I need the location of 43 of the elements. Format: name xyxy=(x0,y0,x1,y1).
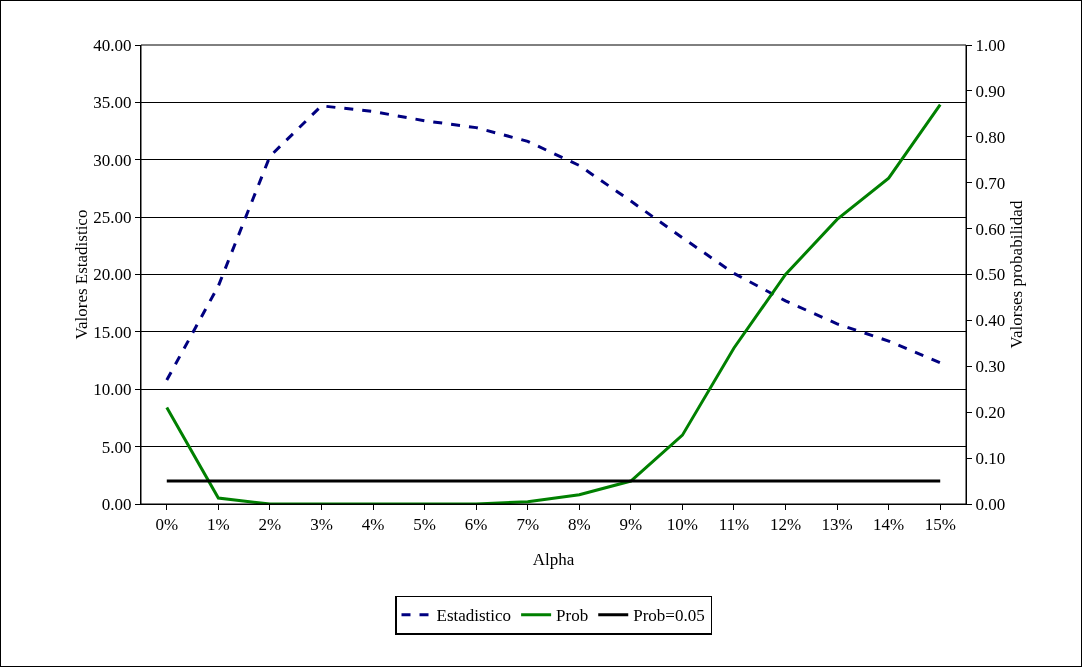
x-tick-label: 13% xyxy=(821,515,853,535)
legend-label: Estadistico xyxy=(436,606,512,626)
y2-tick-label: 0.20 xyxy=(975,403,1006,423)
y2-tick-label: 0.90 xyxy=(975,81,1006,101)
x-tick-label: 1% xyxy=(207,515,230,535)
y-tick-label: 25.00 xyxy=(93,208,132,228)
y-tick-label: 15.00 xyxy=(93,322,132,342)
x-tick-label: 6% xyxy=(464,515,488,535)
line-series xyxy=(165,104,942,382)
y2-tick-label: 0.70 xyxy=(975,173,1006,193)
y2-tick-label: 0.00 xyxy=(975,494,1006,514)
y-tick-label: 5.00 xyxy=(101,437,132,457)
x-tick-label: 15% xyxy=(924,515,956,535)
y2-tick-label: 0.40 xyxy=(975,311,1006,331)
y2-tick-label: 0.30 xyxy=(975,357,1006,377)
x-tick-label: 4% xyxy=(361,515,385,535)
legend-label: Prob xyxy=(556,606,589,626)
y-tick-label: 20.00 xyxy=(93,265,132,285)
y-tick-label: 30.00 xyxy=(93,150,132,170)
y-tick-label: 0.00 xyxy=(101,494,132,514)
x-tick-label: 11% xyxy=(718,515,750,535)
y-axis-title: Valores Estadistico xyxy=(72,209,92,340)
x-tick-label: 3% xyxy=(310,515,333,535)
legend-label: Prob=0.05 xyxy=(633,606,705,626)
y2-tick-label: 0.80 xyxy=(975,127,1006,147)
y-tick-label: 40.00 xyxy=(93,35,132,55)
x-tick-label: 8% xyxy=(567,515,591,535)
x-tick-label: 0% xyxy=(155,515,179,535)
x-tick-label: 7% xyxy=(516,515,540,535)
x-tick-label: 9% xyxy=(619,515,643,535)
y-tick-label: 35.00 xyxy=(93,93,132,113)
x-axis-title: Alpha xyxy=(532,550,575,569)
x-tick-label: 10% xyxy=(666,515,698,535)
y2-tick-label: 0.10 xyxy=(975,449,1006,469)
y2-tick-label: 0.60 xyxy=(975,219,1006,239)
y2-tick-label: 1.00 xyxy=(975,35,1006,55)
x-tick-label: 12% xyxy=(769,515,802,535)
y2-axis-title: Valorses probabilidad xyxy=(1007,200,1027,349)
x-tick-label: 5% xyxy=(413,515,436,535)
y-tick-label: 10.00 xyxy=(93,380,132,400)
y2-tick-label: 0.50 xyxy=(975,265,1006,285)
x-tick-label: 14% xyxy=(873,515,905,535)
x-tick-label: 2% xyxy=(258,515,282,535)
